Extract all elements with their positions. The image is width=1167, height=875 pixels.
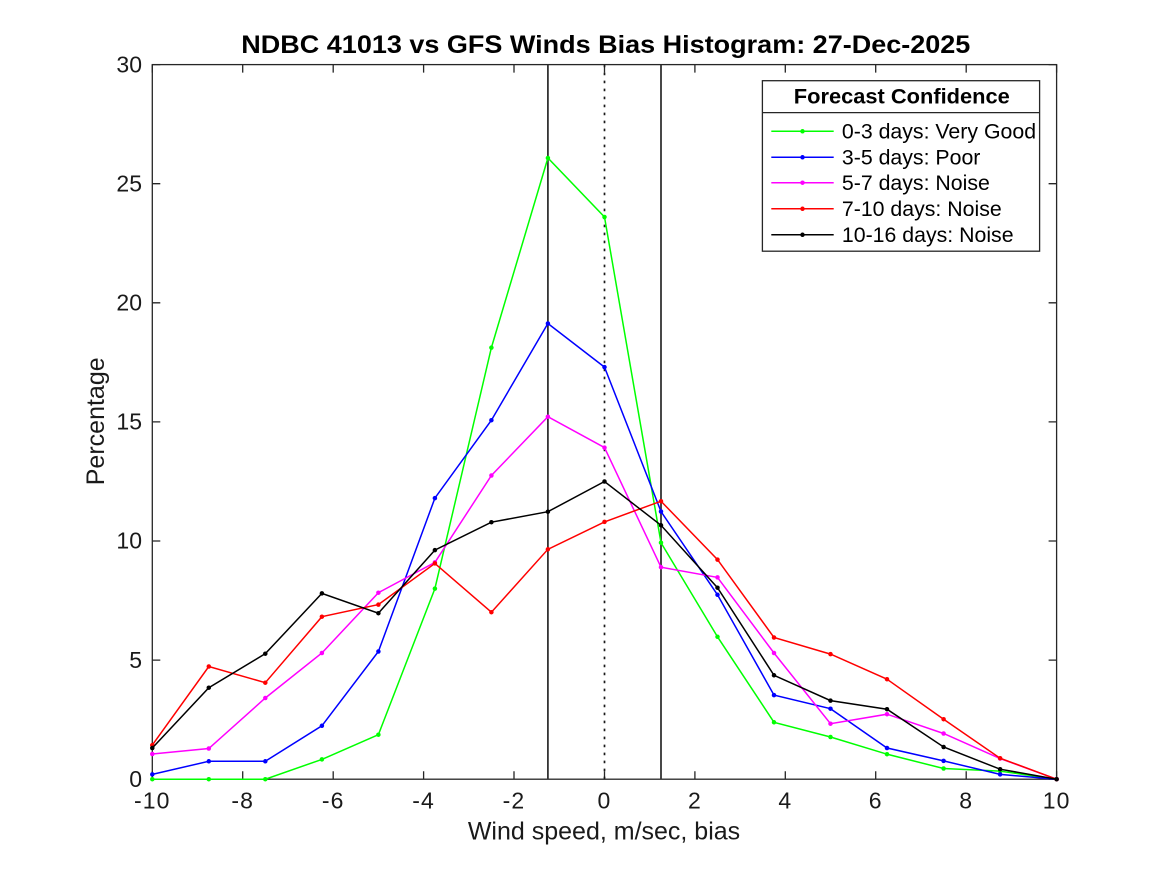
svg-text:5: 5 — [129, 647, 142, 673]
svg-text:6: 6 — [869, 788, 883, 814]
svg-text:NDBC 41013 vs GFS Winds Bias H: NDBC 41013 vs GFS Winds Bias Histogram: … — [241, 31, 970, 59]
svg-text:0: 0 — [598, 788, 612, 814]
svg-text:0: 0 — [129, 766, 142, 792]
svg-text:4: 4 — [778, 788, 792, 814]
svg-text:15: 15 — [116, 409, 142, 435]
svg-text:-4: -4 — [412, 788, 435, 814]
svg-text:-10: -10 — [134, 788, 171, 814]
svg-text:-6: -6 — [322, 788, 345, 814]
svg-text:30: 30 — [116, 51, 142, 77]
svg-text:10: 10 — [1043, 788, 1071, 814]
svg-text:8: 8 — [959, 788, 973, 814]
svg-text:Percentage: Percentage — [82, 357, 110, 485]
svg-text:-8: -8 — [231, 788, 254, 814]
svg-text:0-3 days: Very Good: 0-3 days: Very Good — [842, 120, 1036, 144]
svg-text:-2: -2 — [503, 788, 526, 814]
svg-text:Wind speed, m/sec, bias: Wind speed, m/sec, bias — [468, 818, 740, 846]
svg-text:5-7 days: Noise: 5-7 days: Noise — [842, 171, 990, 195]
svg-text:2: 2 — [688, 788, 702, 814]
svg-text:7-10 days: Noise: 7-10 days: Noise — [842, 197, 1002, 221]
svg-text:10-16 days: Noise: 10-16 days: Noise — [842, 223, 1014, 247]
svg-text:3-5 days: Poor: 3-5 days: Poor — [842, 146, 981, 170]
svg-text:10: 10 — [116, 528, 142, 554]
svg-text:25: 25 — [116, 170, 142, 196]
svg-text:20: 20 — [116, 290, 142, 316]
svg-text:Forecast Confidence: Forecast Confidence — [794, 86, 1010, 109]
